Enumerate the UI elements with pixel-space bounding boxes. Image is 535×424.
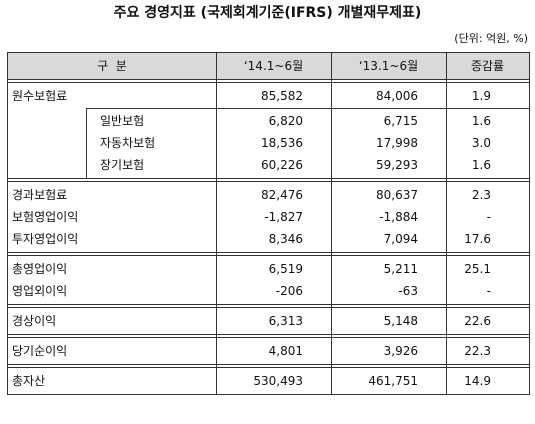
value-cell: 530,493 bbox=[253, 374, 303, 388]
value-cell: 17,998 bbox=[376, 136, 418, 150]
h-rule bbox=[8, 82, 529, 83]
value-cell: 7,094 bbox=[383, 232, 418, 246]
h-rule bbox=[8, 181, 529, 182]
header-cell: ‘13.1~6월 bbox=[358, 59, 419, 73]
rate-cell: 2.3 bbox=[471, 188, 491, 202]
header-cell: 증감률 bbox=[470, 59, 505, 73]
value-cell: 6,313 bbox=[268, 314, 303, 328]
value-cell: 85,582 bbox=[261, 89, 303, 103]
v-rule bbox=[331, 53, 332, 394]
row-label: 경과보험료 bbox=[12, 188, 68, 202]
value-cell: 6,715 bbox=[383, 114, 418, 128]
row-label: 장기보험 bbox=[100, 158, 145, 172]
value-cell: -1,827 bbox=[264, 210, 303, 224]
value-cell: 80,637 bbox=[376, 188, 418, 202]
header-cell: 구 분 bbox=[97, 59, 127, 73]
rate-cell: 22.6 bbox=[464, 314, 491, 328]
h-rule bbox=[8, 304, 529, 305]
h-rule bbox=[8, 334, 529, 335]
value-cell: -63 bbox=[398, 284, 418, 298]
value-cell: 6,519 bbox=[268, 262, 303, 276]
rate-cell: - bbox=[486, 284, 491, 298]
header-cell: ‘14.1~6월 bbox=[243, 59, 304, 73]
header-bg bbox=[8, 53, 529, 79]
row-label: 당기순이익 bbox=[12, 344, 68, 358]
value-cell: 3,926 bbox=[383, 344, 418, 358]
h-rule bbox=[8, 367, 529, 368]
row-label: 보험영업이익 bbox=[12, 210, 79, 224]
row-label: 경상이익 bbox=[12, 314, 57, 328]
h-rule bbox=[8, 255, 529, 256]
rate-cell: - bbox=[486, 210, 491, 224]
row-label: 투자영업이익 bbox=[12, 232, 79, 246]
row-label: 자동차보험 bbox=[100, 136, 156, 150]
row-label: 총자산 bbox=[12, 374, 46, 388]
value-cell: 59,293 bbox=[376, 158, 418, 172]
title: 주요 경영지표 (국제회계기준(IFRS) 개별재무제표) bbox=[113, 5, 422, 21]
rate-cell: 25.1 bbox=[464, 262, 491, 276]
rate-cell: 3.0 bbox=[471, 136, 491, 150]
row-label: 영업외이익 bbox=[12, 284, 68, 298]
rate-cell: 22.3 bbox=[464, 344, 491, 358]
value-cell: 461,751 bbox=[368, 374, 418, 388]
unit-note: (단위: 억원, %) bbox=[454, 32, 528, 45]
h-rule bbox=[8, 252, 529, 253]
value-cell: 18,536 bbox=[261, 136, 303, 150]
value-cell: -206 bbox=[275, 284, 303, 298]
h-rule bbox=[8, 79, 529, 80]
rate-cell: 1.6 bbox=[471, 158, 491, 172]
h-rule bbox=[8, 337, 529, 338]
value-cell: 84,006 bbox=[376, 89, 418, 103]
row-label: 총영업이익 bbox=[12, 262, 68, 276]
value-cell: 6,820 bbox=[268, 114, 303, 128]
rate-cell: 17.6 bbox=[464, 232, 491, 246]
row-label: 일반보험 bbox=[100, 114, 145, 128]
row-label: 원수보험료 bbox=[12, 89, 68, 103]
h-rule bbox=[8, 364, 529, 365]
value-cell: 82,476 bbox=[261, 188, 303, 202]
h-rule bbox=[86, 108, 529, 109]
v-rule bbox=[446, 53, 447, 394]
value-cell: 8,346 bbox=[268, 232, 303, 246]
rate-cell: 14.9 bbox=[464, 374, 491, 388]
h-rule bbox=[8, 307, 529, 308]
value-cell: 60,226 bbox=[261, 158, 303, 172]
value-cell: 5,211 bbox=[383, 262, 418, 276]
rate-cell: 1.9 bbox=[471, 89, 491, 103]
rate-cell: 1.6 bbox=[471, 114, 491, 128]
value-cell: -1,884 bbox=[379, 210, 418, 224]
value-cell: 4,801 bbox=[268, 344, 303, 358]
h-rule bbox=[8, 178, 529, 179]
v-rule bbox=[86, 108, 87, 178]
value-cell: 5,148 bbox=[383, 314, 418, 328]
v-rule bbox=[216, 53, 217, 394]
